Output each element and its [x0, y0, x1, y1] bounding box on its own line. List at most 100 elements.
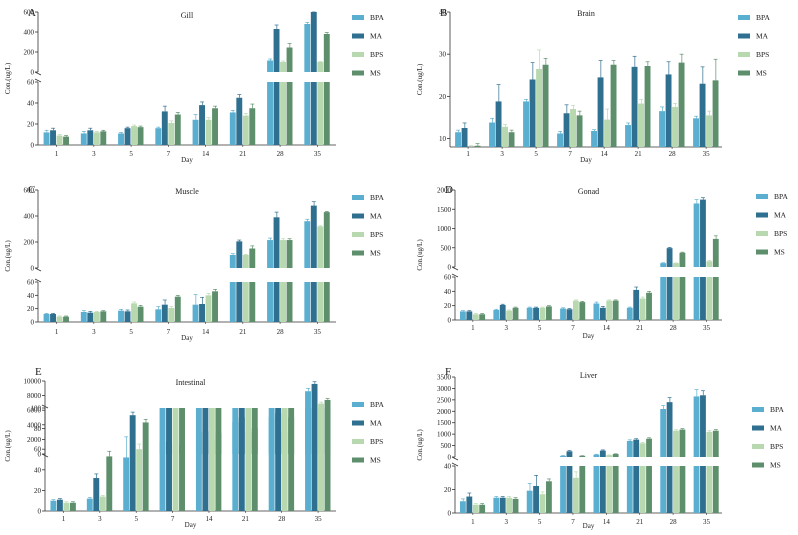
bar-bps-lower [63, 502, 70, 511]
x-tick-label: 35 [703, 324, 711, 332]
bar-bps-lower [208, 408, 215, 511]
bar-bps-upper [317, 62, 324, 72]
bar-ma-lower [129, 415, 136, 511]
bar-bpa-upper [195, 432, 202, 454]
bar-bpa-lower [232, 408, 239, 511]
bar-bpa-lower [693, 466, 700, 513]
x-tick-label: 35 [314, 150, 322, 158]
axis-break-mark [451, 266, 459, 271]
bar-ma-lower [124, 128, 131, 145]
bar-bps-lower [168, 308, 175, 322]
bar-bps-upper [606, 455, 613, 457]
bar-bpa-upper [660, 263, 667, 267]
bar-bps-lower [318, 408, 324, 511]
bar-ms [508, 132, 515, 147]
x-tick-label: 1 [466, 150, 470, 158]
bar-bpa-lower [118, 310, 124, 322]
x-tick-label: 5 [129, 328, 133, 336]
legend-label: MS [774, 248, 785, 257]
bar-ma-lower [273, 82, 280, 145]
y-tick-label: 0 [31, 69, 35, 77]
y-tick-label: 0 [38, 451, 42, 459]
x-tick-label: 5 [538, 518, 542, 526]
y-tick-label: 40 [34, 466, 42, 474]
legend-label: BPS [756, 50, 769, 59]
x-axis-label: Day [580, 156, 592, 164]
bar-ms [610, 64, 617, 147]
bar-ma-lower [238, 408, 245, 511]
bar-ma-lower [311, 408, 318, 511]
bar-bps-lower [572, 477, 579, 513]
bar-bps-lower [673, 277, 679, 320]
x-axis-label: Day [181, 156, 193, 164]
x-tick-label: 3 [92, 150, 96, 158]
bar-bps-lower [93, 312, 100, 322]
bar-bpa-upper [268, 417, 275, 454]
bar-bpa-lower [304, 82, 311, 145]
y-tick-label: 60 [27, 279, 35, 287]
legend-label: BPS [774, 229, 787, 238]
bar-ms-lower [679, 466, 686, 513]
legend-label: MA [770, 424, 783, 433]
x-axis-label: Day [181, 334, 193, 342]
bar-ms-lower [286, 82, 293, 145]
bar-bpa-lower [43, 132, 50, 145]
bar-ma-lower [310, 282, 317, 322]
bar-ma-lower [50, 130, 56, 145]
bar-bpa-lower [460, 501, 466, 513]
y-tick-label: 1500 [437, 206, 452, 214]
bar-bpa [591, 130, 597, 147]
y-tick-label: 100 [31, 405, 42, 413]
x-tick-label: 28 [670, 518, 678, 526]
bar-bpa-upper [305, 391, 311, 454]
y-tick-label: 20 [444, 302, 452, 310]
bar-bpa-lower [304, 282, 311, 322]
bar-ma-upper [273, 217, 280, 268]
bar-bpa-lower [229, 282, 236, 322]
x-tick-label: 3 [98, 515, 102, 523]
bar-ma-lower [533, 485, 539, 513]
bar-ms-lower [324, 408, 331, 511]
bar-bpa-lower [660, 277, 667, 320]
bar-bps-lower [317, 282, 324, 322]
x-tick-label: 21 [242, 515, 250, 523]
bar-bpa-lower [560, 466, 566, 513]
bar-bpa-lower [493, 309, 500, 320]
bar-ms-lower [69, 502, 76, 511]
x-tick-label: 1 [471, 324, 475, 332]
bar-bpa-upper [232, 421, 239, 454]
x-tick-label: 28 [277, 328, 285, 336]
legend-label: MS [370, 249, 381, 258]
legend-swatch-bpa [352, 15, 364, 20]
bar-ma-upper [633, 439, 640, 457]
bar-ma-lower [56, 499, 63, 511]
x-tick-label: 5 [134, 515, 138, 523]
legend-swatch-ms [756, 249, 768, 255]
bar-ms-upper [679, 429, 686, 457]
bar-ms-lower [579, 466, 586, 513]
bar-ms [576, 115, 583, 147]
x-tick-label: 35 [315, 515, 323, 523]
bar-ma-upper [700, 199, 706, 267]
y-tick-label: 1000 [437, 225, 452, 233]
legend-label: MA [774, 211, 787, 220]
bar-bpa [523, 101, 529, 147]
bar-bpa-lower [155, 309, 162, 322]
bar-bpa-upper [267, 60, 273, 72]
bar-bps-lower [242, 282, 249, 322]
bar-bpa-upper [267, 240, 273, 268]
bar-ms-lower [215, 408, 222, 511]
bar-bps-lower [56, 316, 63, 322]
bar-bpa-lower [526, 490, 533, 513]
bar-ma [631, 66, 638, 147]
y-tick-label: 40 [444, 288, 452, 296]
x-tick-label: 7 [171, 515, 175, 523]
bar-bps [672, 106, 678, 147]
y-tick-label: 30 [439, 51, 447, 59]
legend-swatch-bps [738, 52, 750, 57]
bar-ma-upper [599, 450, 606, 457]
legend-swatch-ms [752, 462, 764, 468]
bar-ma-upper [202, 431, 209, 454]
bar-ms-lower [512, 498, 519, 513]
bar-bps-lower [93, 132, 100, 145]
